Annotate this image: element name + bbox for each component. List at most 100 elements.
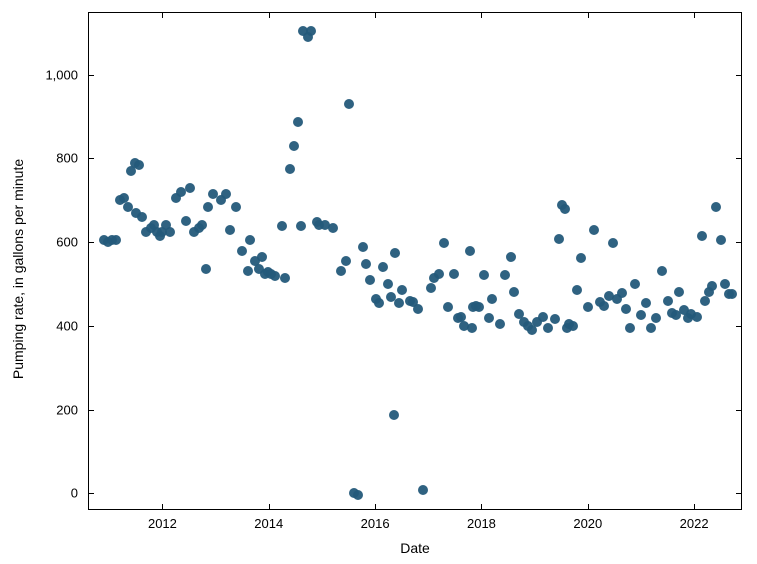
x-tick-label: 2022 xyxy=(680,516,709,531)
x-tick-label: 2012 xyxy=(148,516,177,531)
x-tick xyxy=(162,504,163,510)
y-axis-label: Pumping rate, in gallons per minute xyxy=(10,159,26,379)
axis-line xyxy=(741,12,742,510)
x-tick-label: 2020 xyxy=(573,516,602,531)
x-tick xyxy=(481,504,482,510)
data-point xyxy=(181,216,191,226)
data-point xyxy=(663,296,673,306)
x-tick-label: 2016 xyxy=(361,516,390,531)
data-point xyxy=(289,141,299,151)
data-point xyxy=(506,252,516,262)
y-tick xyxy=(736,326,742,327)
data-point xyxy=(394,298,404,308)
y-tick xyxy=(88,493,94,494)
data-point xyxy=(608,238,618,248)
data-point xyxy=(413,304,423,314)
data-point xyxy=(568,321,578,331)
y-tick xyxy=(88,242,94,243)
x-tick xyxy=(694,504,695,510)
x-tick xyxy=(375,504,376,510)
data-point xyxy=(418,485,428,495)
data-point xyxy=(487,294,497,304)
data-point xyxy=(390,248,400,258)
y-tick xyxy=(736,242,742,243)
x-tick xyxy=(269,12,270,18)
y-tick xyxy=(88,75,94,76)
axis-line xyxy=(88,12,742,13)
data-point xyxy=(630,279,640,289)
data-point xyxy=(543,323,553,333)
x-tick xyxy=(588,12,589,18)
data-point xyxy=(378,262,388,272)
data-point xyxy=(137,212,147,222)
data-point xyxy=(365,275,375,285)
y-tick xyxy=(88,326,94,327)
data-point xyxy=(711,202,721,212)
data-point xyxy=(383,279,393,289)
y-tick xyxy=(736,158,742,159)
data-point xyxy=(341,256,351,266)
data-point xyxy=(165,227,175,237)
y-tick-label: 200 xyxy=(38,402,78,417)
data-point xyxy=(225,225,235,235)
data-point xyxy=(397,285,407,295)
data-point xyxy=(716,235,726,245)
data-point xyxy=(361,259,371,269)
data-point xyxy=(727,289,737,299)
data-point xyxy=(449,269,459,279)
y-tick xyxy=(736,493,742,494)
data-point xyxy=(197,220,207,230)
data-point xyxy=(221,189,231,199)
data-point xyxy=(700,296,710,306)
data-point xyxy=(358,242,368,252)
y-tick-label: 800 xyxy=(38,151,78,166)
axis-line xyxy=(88,12,89,510)
data-point xyxy=(576,253,586,263)
y-tick xyxy=(736,75,742,76)
data-point xyxy=(484,313,494,323)
data-point xyxy=(270,271,280,281)
data-point xyxy=(296,221,306,231)
x-tick xyxy=(694,12,695,18)
data-point xyxy=(243,266,253,276)
data-point xyxy=(111,235,121,245)
data-point xyxy=(285,164,295,174)
data-point xyxy=(426,283,436,293)
data-point xyxy=(293,117,303,127)
data-point xyxy=(465,246,475,256)
data-point xyxy=(257,252,267,262)
data-point xyxy=(625,323,635,333)
y-tick xyxy=(736,410,742,411)
x-axis-label: Date xyxy=(400,540,430,556)
x-tick xyxy=(162,12,163,18)
data-point xyxy=(583,302,593,312)
data-point xyxy=(509,287,519,297)
scatter-chart: Pumping rate, in gallons per minute Date… xyxy=(0,0,757,564)
data-point xyxy=(374,298,384,308)
data-point xyxy=(443,302,453,312)
data-point xyxy=(237,246,247,256)
data-point xyxy=(231,202,241,212)
data-point xyxy=(336,266,346,276)
data-point xyxy=(277,221,287,231)
data-point xyxy=(389,410,399,420)
data-point xyxy=(599,301,609,311)
data-point xyxy=(201,264,211,274)
data-point xyxy=(439,238,449,248)
x-tick xyxy=(375,12,376,18)
data-point xyxy=(550,314,560,324)
data-point xyxy=(720,279,730,289)
data-point xyxy=(495,319,505,329)
data-point xyxy=(572,285,582,295)
x-tick xyxy=(588,504,589,510)
data-point xyxy=(617,288,627,298)
x-tick-label: 2018 xyxy=(467,516,496,531)
data-point xyxy=(692,312,702,322)
data-point xyxy=(500,270,510,280)
data-point xyxy=(344,99,354,109)
data-point xyxy=(474,302,484,312)
data-point xyxy=(467,323,477,333)
data-point xyxy=(554,234,564,244)
x-tick xyxy=(481,12,482,18)
data-point xyxy=(641,298,651,308)
